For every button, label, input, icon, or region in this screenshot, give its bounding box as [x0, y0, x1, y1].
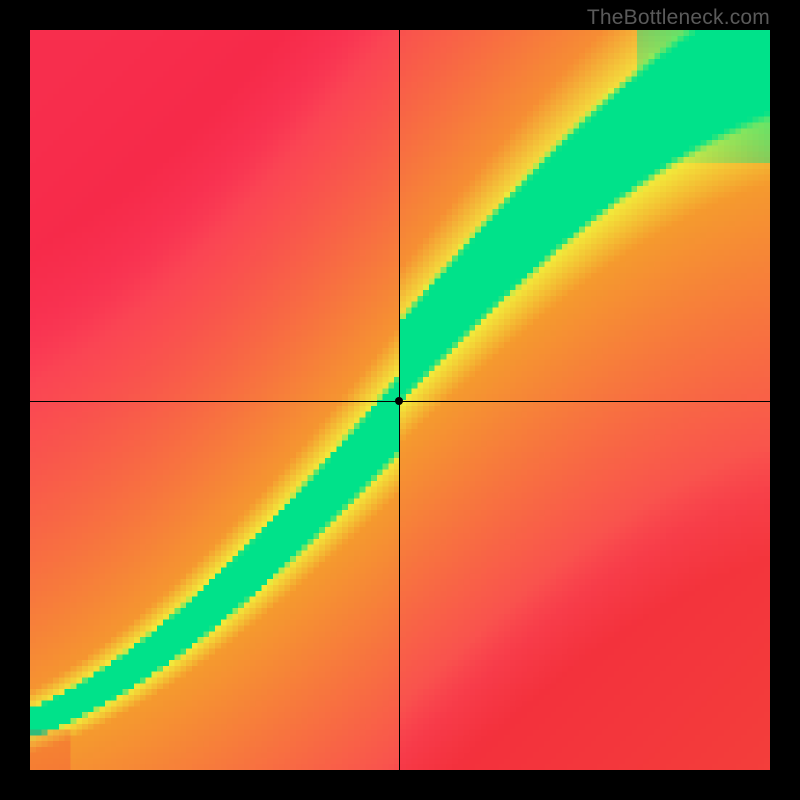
marker-dot: [395, 397, 403, 405]
figure-container: TheBottleneck.com: [0, 0, 800, 800]
watermark-text: TheBottleneck.com: [587, 6, 770, 30]
plot-area: [30, 30, 770, 770]
